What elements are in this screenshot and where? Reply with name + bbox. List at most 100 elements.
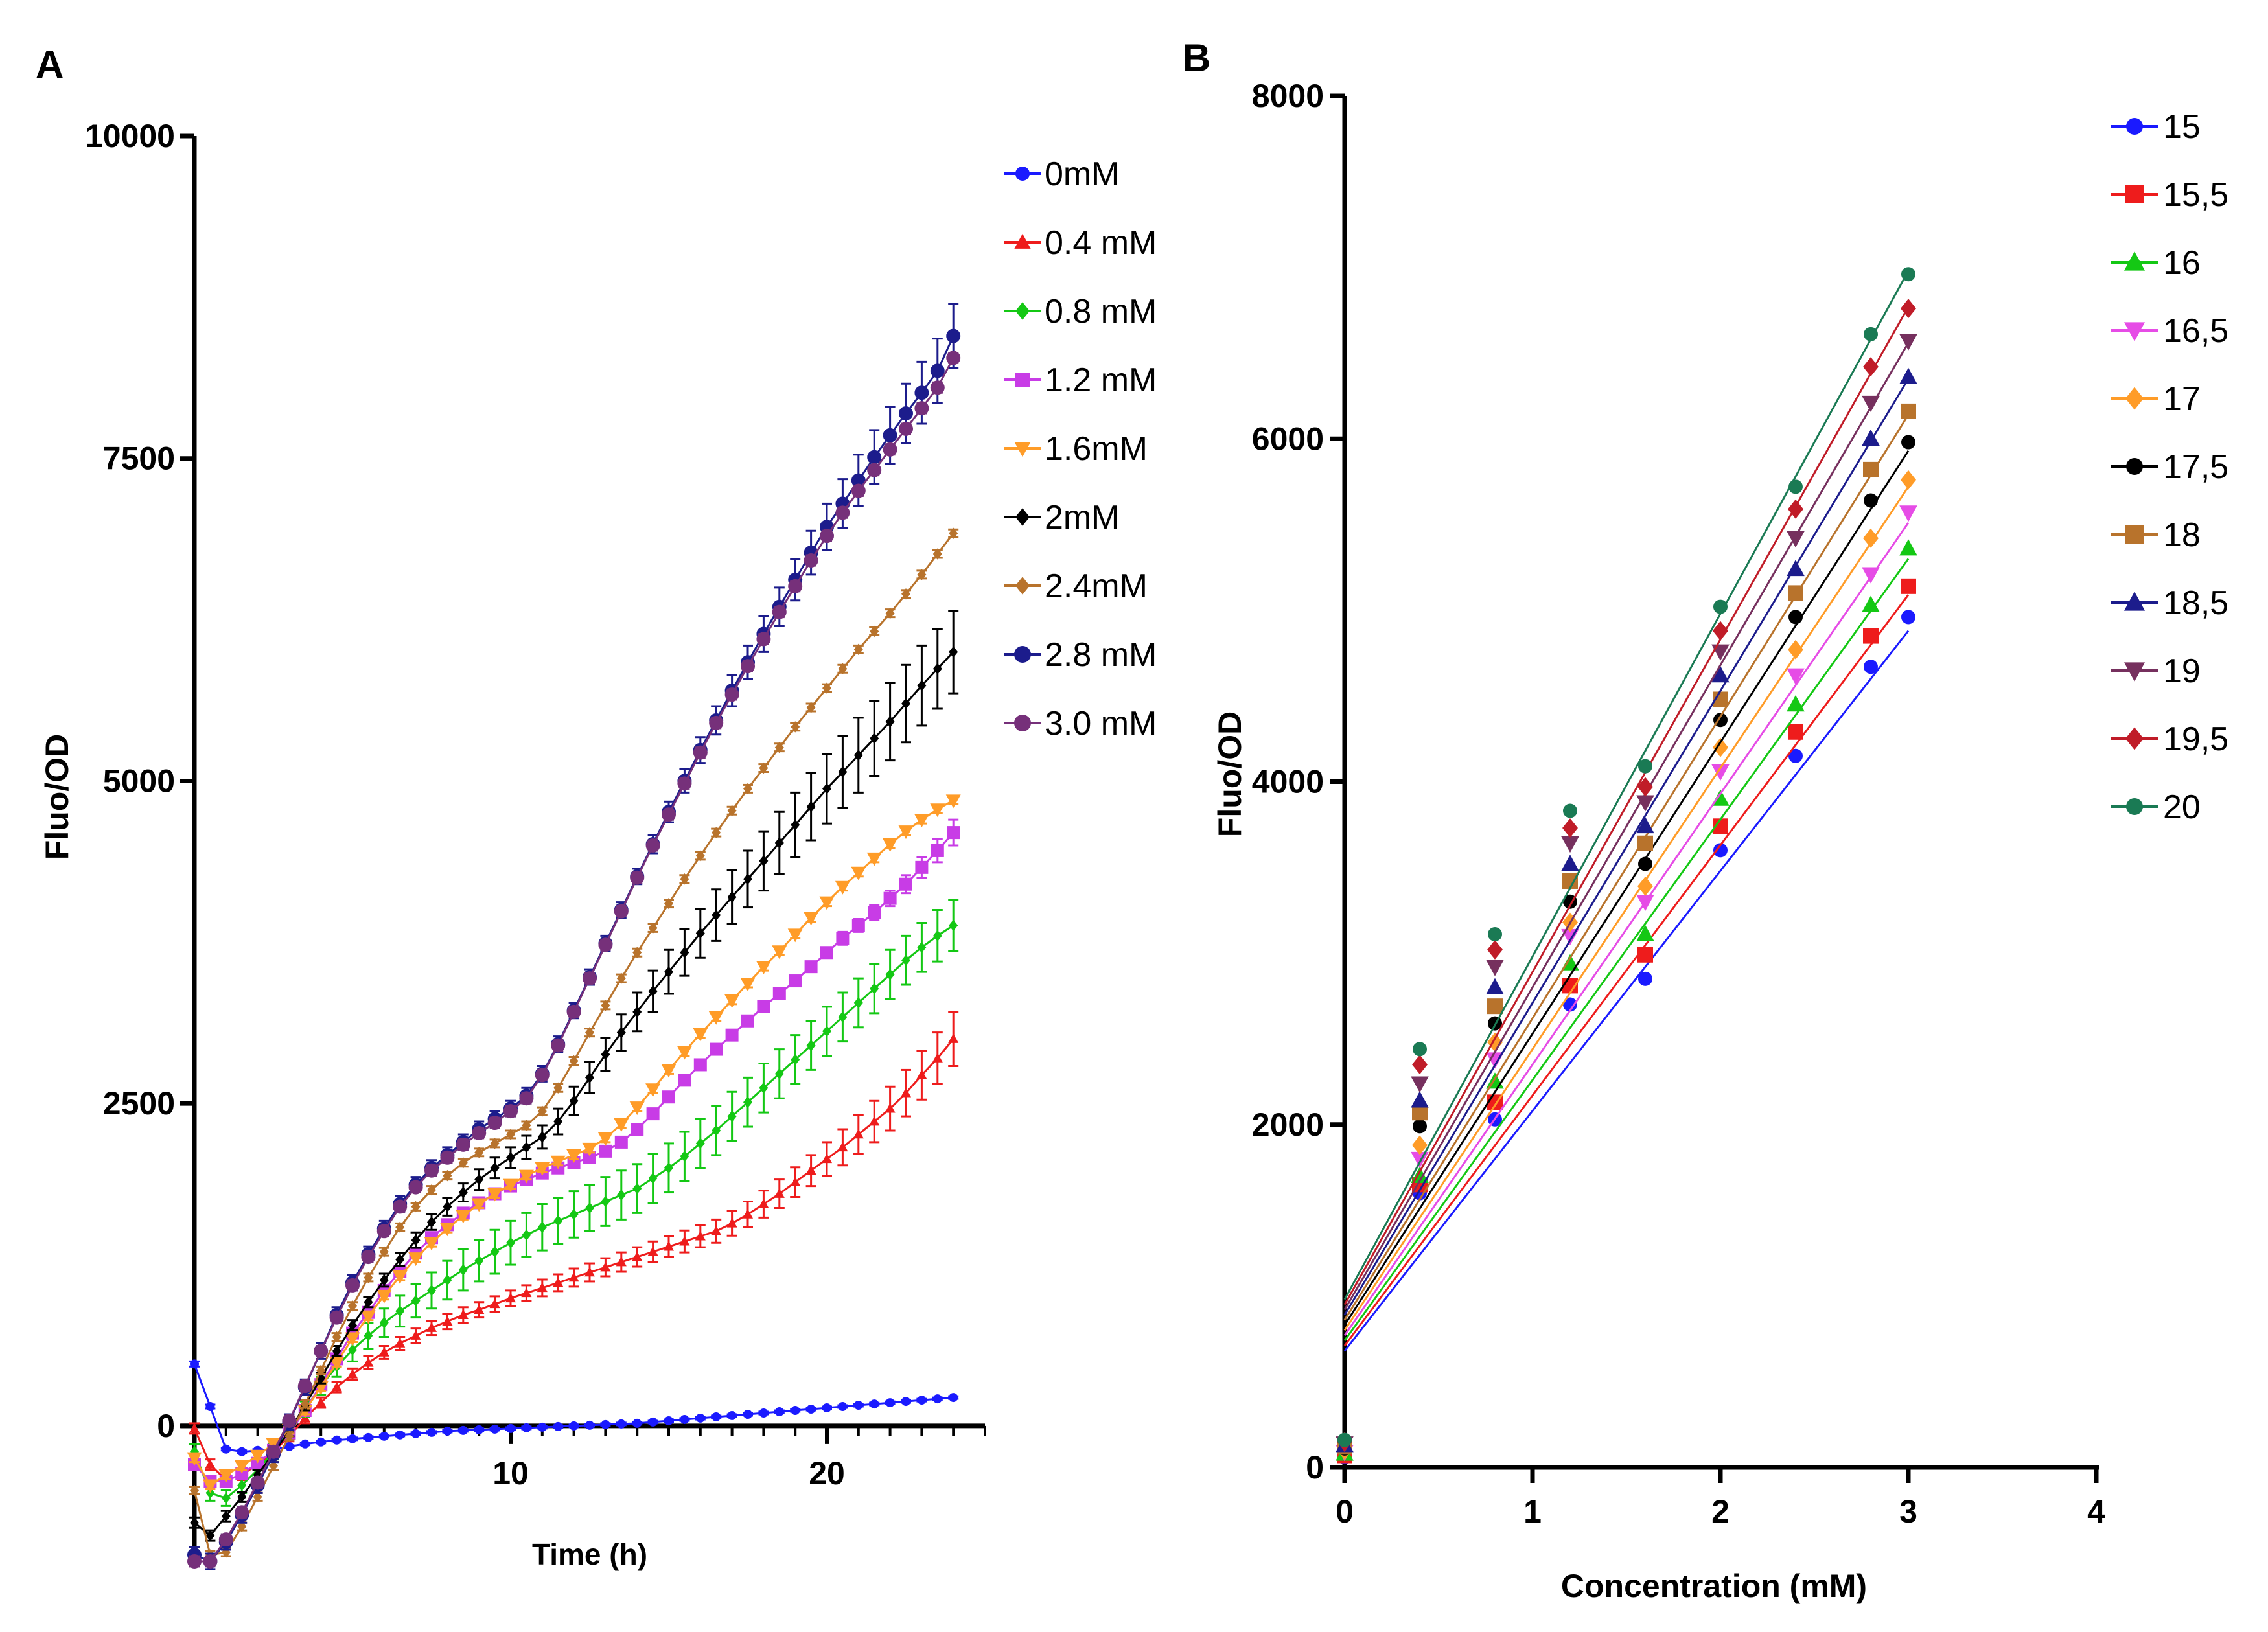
legend-item: 0.8 mM: [1004, 293, 1157, 330]
data-point: [853, 997, 863, 1009]
data-point: [597, 1132, 613, 1146]
series-20: [1337, 267, 1915, 1447]
data-point: [1487, 998, 1503, 1015]
series-0mm: [189, 1359, 959, 1456]
data-point: [361, 1250, 376, 1265]
data-point: [1788, 724, 1803, 740]
series-2.4mm: [189, 527, 959, 1561]
data-point: [329, 1357, 345, 1371]
data-point: [364, 1432, 373, 1442]
data-point: [332, 1345, 341, 1357]
data-point: [1899, 367, 1917, 384]
data-point: [917, 680, 927, 691]
legend-marker: [2125, 525, 2144, 544]
data-point: [945, 794, 961, 809]
data-point: [1561, 855, 1579, 871]
legend-item: 19,5: [2111, 720, 2228, 758]
data-point: [601, 1048, 610, 1061]
data-point: [424, 1163, 439, 1178]
data-point: [789, 974, 802, 988]
data-point: [917, 1396, 927, 1405]
data-point: [870, 733, 879, 744]
legend-marker: [2123, 662, 2146, 682]
data-point: [616, 1026, 626, 1039]
data-point: [932, 1394, 942, 1404]
legend-label: 17,5: [2163, 448, 2228, 486]
data-point: [711, 1225, 722, 1235]
data-point: [787, 928, 803, 943]
fit-line: [1343, 522, 1910, 1337]
data-point: [820, 529, 834, 544]
legend-item: 15,5: [2111, 176, 2228, 214]
data-point: [885, 1103, 896, 1113]
data-point: [456, 1137, 470, 1152]
data-point: [569, 1095, 579, 1107]
data-point: [489, 1298, 500, 1309]
data-point: [835, 880, 850, 895]
data-point: [837, 1142, 848, 1152]
data-point: [932, 663, 942, 674]
legend-item: 2.8 mM: [1004, 636, 1157, 674]
data-point: [345, 1332, 360, 1346]
data-point: [1787, 559, 1805, 577]
data-point: [348, 1434, 357, 1443]
data-point: [411, 1234, 421, 1246]
fit-line: [1343, 558, 1910, 1342]
data-point: [410, 1330, 421, 1340]
data-point: [205, 1402, 215, 1412]
data-point: [757, 1000, 770, 1013]
data-point: [932, 548, 942, 560]
data-point: [629, 1101, 645, 1116]
panel-b-ytick-label: 4000: [1252, 764, 1324, 800]
legend-item: 3.0 mM: [1004, 705, 1157, 742]
data-point: [664, 1162, 673, 1174]
data-point: [535, 1162, 550, 1176]
panel-b-xtick-label: 1: [1523, 1493, 1542, 1530]
data-point: [883, 891, 897, 905]
data-point: [316, 1437, 326, 1447]
data-point: [772, 987, 786, 1000]
data-point: [395, 1338, 406, 1348]
legend-label: 0mM: [1045, 155, 1120, 193]
data-point: [806, 801, 816, 813]
data-point: [819, 896, 835, 910]
data-point: [443, 1201, 452, 1213]
data-point: [1637, 947, 1653, 963]
data-point: [743, 783, 752, 795]
data-point: [901, 1397, 910, 1407]
data-point: [284, 1442, 294, 1451]
data-point: [237, 1447, 247, 1456]
legend-label: 18: [2163, 516, 2201, 554]
data-point: [553, 1215, 563, 1227]
data-point: [693, 745, 708, 760]
series-2mm: [189, 610, 959, 1542]
data-point: [300, 1398, 310, 1410]
data-point: [772, 945, 787, 960]
data-point: [1899, 505, 1917, 522]
data-point: [490, 1138, 500, 1149]
data-point: [1901, 435, 1915, 450]
data-point: [901, 698, 910, 709]
data-point: [537, 1131, 547, 1143]
series-18: [1337, 403, 1916, 1455]
data-point: [1899, 539, 1917, 556]
legend-item: 2.4mM: [1004, 568, 1148, 605]
data-point: [1636, 925, 1654, 941]
data-point: [522, 1229, 531, 1241]
data-point: [234, 1460, 249, 1474]
legend-marker: [1015, 167, 1030, 181]
data-point: [395, 1305, 405, 1317]
data-point: [411, 1201, 421, 1213]
legend-marker: [2123, 592, 2146, 611]
data-point: [680, 947, 689, 958]
legend-label: 0.4 mM: [1045, 224, 1157, 262]
data-point: [1638, 856, 1652, 871]
legend-marker: [2123, 322, 2146, 341]
data-point: [347, 1368, 358, 1379]
data-point: [332, 1435, 341, 1445]
data-point: [601, 1000, 610, 1011]
data-point: [1638, 759, 1652, 774]
data-point: [949, 646, 958, 658]
legend-label: 16: [2163, 244, 2201, 282]
